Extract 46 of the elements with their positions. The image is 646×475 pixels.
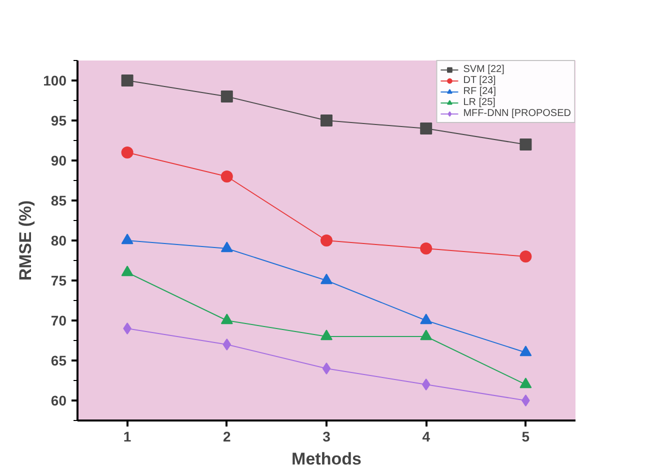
y-tick-label: 70 [50,312,67,328]
legend-label: SVM [22] [463,64,504,75]
point [220,314,233,324]
point [520,250,532,262]
y-tick-label: 85 [50,192,67,208]
point [520,378,532,388]
point [123,322,132,334]
point [121,146,134,158]
point [420,122,432,134]
point [121,234,134,244]
x-tick-label: 2 [223,428,232,444]
x-tick-label: 3 [322,428,331,444]
y-tick-label: 60 [50,392,67,408]
legend-label: DT [23] [463,75,496,86]
point [220,170,233,182]
point [320,114,332,126]
point [420,330,432,340]
point [420,314,432,324]
y-tick-label: 65 [50,352,67,368]
legend-label: LR [25] [463,97,496,108]
point [422,378,430,390]
point [121,266,134,276]
point [520,138,532,150]
x-tick-label: 1 [123,428,132,444]
point [320,274,332,284]
point [420,242,432,254]
y-tick-label: 80 [50,232,67,248]
legend-label: RF [24] [463,86,496,97]
point [522,394,530,406]
y-tick-label: 90 [50,152,67,168]
y-tick-label: 100 [43,72,67,88]
y-tick-label: 95 [50,112,67,128]
x-tick-label: 4 [422,428,430,444]
y-tick-label: 75 [50,272,67,288]
x-tick-label: 5 [522,428,530,444]
point [320,330,332,340]
point [320,234,332,246]
legend-label: MFF-DNN [PROPOSED [463,108,571,119]
point [220,242,233,252]
x-axis-title: Methods [292,450,362,468]
point [220,90,233,102]
point [121,74,134,86]
point [520,346,532,356]
y-axis-title: RMSE (%) [16,200,36,281]
point [222,338,232,350]
point [322,362,331,374]
